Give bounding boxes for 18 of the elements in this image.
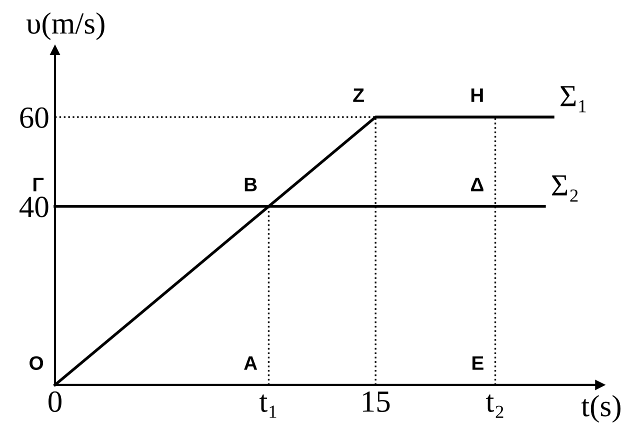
annotation: E	[472, 356, 484, 370]
x-tick-label: 15	[363, 392, 390, 412]
series-label: Σ₁	[560, 86, 586, 112]
annotation: B	[244, 178, 257, 192]
annotation: A	[244, 356, 258, 370]
x-tick-label: t₁	[259, 394, 276, 418]
annotation: Γ	[34, 178, 44, 192]
x-tick-label: t₂	[486, 394, 504, 418]
y-tick-label: 40	[19, 196, 48, 218]
series-label: Σ₂	[552, 175, 578, 202]
x-axis-title: t(s)	[581, 394, 620, 423]
y-tick-label: 60	[20, 107, 48, 128]
annotation: Z	[353, 88, 364, 102]
annotation: Δ	[470, 178, 484, 192]
annotation: H	[471, 88, 483, 102]
x-tick-label: 0	[48, 391, 62, 412]
y-axis-title: υ(m/s)	[26, 12, 104, 40]
annotation: O	[30, 356, 44, 370]
